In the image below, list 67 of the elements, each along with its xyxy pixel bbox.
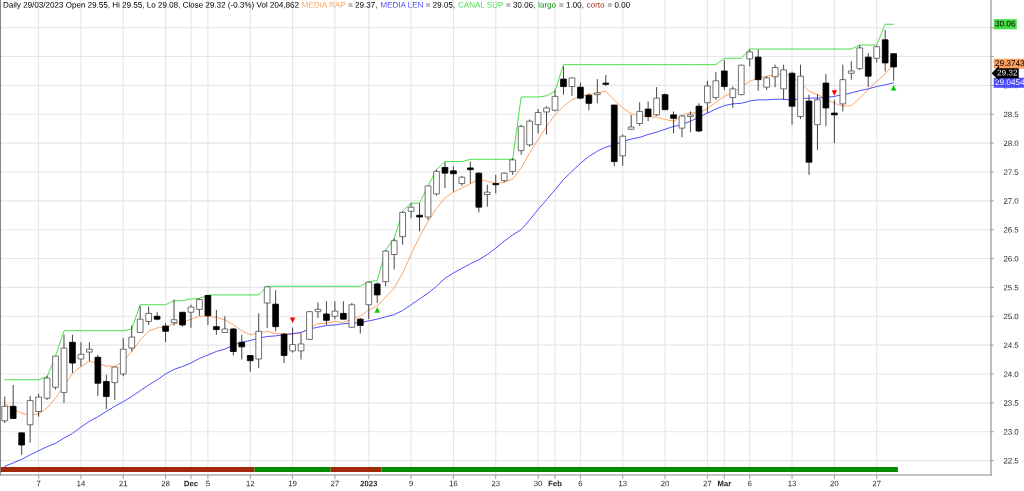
candlestick: [170, 299, 178, 326]
chart-title: Daily 29/03/2023 Open 29.55, Hi 29.55, Lo 29.08, Close 29.32 (-0.3%) Vol 204,862: [3, 1, 299, 10]
candlestick: [568, 76, 576, 97]
candlestick: [407, 202, 415, 219]
candlestick: [86, 341, 93, 362]
candlestick: [483, 184, 491, 208]
candlestick: [221, 315, 229, 333]
text: MEDIA RAP: [302, 2, 346, 8]
candlestick: [365, 281, 373, 320]
candlestick: [128, 325, 136, 352]
candlestick: [416, 202, 423, 232]
candlestick: [9, 384, 17, 420]
candlestick: [18, 432, 25, 456]
candlestick: [594, 78, 601, 104]
annotation: = 29.05,: [426, 1, 455, 9]
candlestick: [348, 302, 356, 329]
point: [831, 90, 838, 96]
candlestick: [272, 289, 279, 332]
candlestick: [69, 334, 76, 374]
annotation: = 29.37,: [348, 1, 377, 9]
candlestick: [831, 99, 838, 144]
annotation: = 0.00: [607, 1, 630, 8]
candlestick: [373, 281, 381, 304]
candlestick: [653, 86, 660, 117]
line-series: [4, 23, 895, 381]
candlestick: [331, 300, 339, 320]
candlestick: [856, 44, 864, 71]
point: [374, 307, 381, 313]
candlestick: [441, 161, 449, 189]
candlestick: [77, 341, 85, 367]
candlestick: [204, 294, 212, 326]
candlestick: [297, 333, 305, 360]
candlestick: [162, 322, 169, 343]
text: 29.32: [997, 69, 1018, 76]
candlestick: [560, 65, 567, 96]
candlestick: [492, 174, 500, 194]
candlestick: [848, 60, 855, 81]
candlestick: [467, 161, 474, 184]
candlestick: [390, 237, 398, 270]
candlestick: [289, 327, 296, 354]
annotation: corto: [586, 2, 605, 8]
annotation: largo: [538, 1, 556, 10]
candlestick: [644, 101, 652, 122]
point: [890, 84, 897, 91]
annotation: 29.0454: [995, 79, 1024, 85]
candlestick: [280, 332, 288, 364]
candlestick: [721, 59, 728, 91]
candlestick: [864, 52, 872, 88]
candlestick: [619, 134, 627, 167]
candlestick: [729, 86, 737, 109]
candlestick: [323, 300, 330, 326]
annotation: 30.06: [995, 20, 1016, 27]
annotation: 29.3743: [995, 60, 1024, 67]
candlestick: [153, 311, 161, 321]
candlestick: [450, 165, 457, 193]
candlestick: [754, 49, 762, 92]
text: MEDIA LEN: [381, 2, 423, 8]
candlestick: [636, 101, 643, 127]
text: CANAL SUP: [458, 1, 503, 8]
candlestick: [340, 300, 347, 321]
candlestick: [1, 396, 9, 424]
candlestick: [263, 285, 271, 329]
line-series: [4, 82, 895, 467]
candlestick: [670, 110, 677, 134]
candlestick: [213, 309, 220, 336]
candlestick: [103, 374, 110, 410]
candlestick: [111, 366, 119, 401]
